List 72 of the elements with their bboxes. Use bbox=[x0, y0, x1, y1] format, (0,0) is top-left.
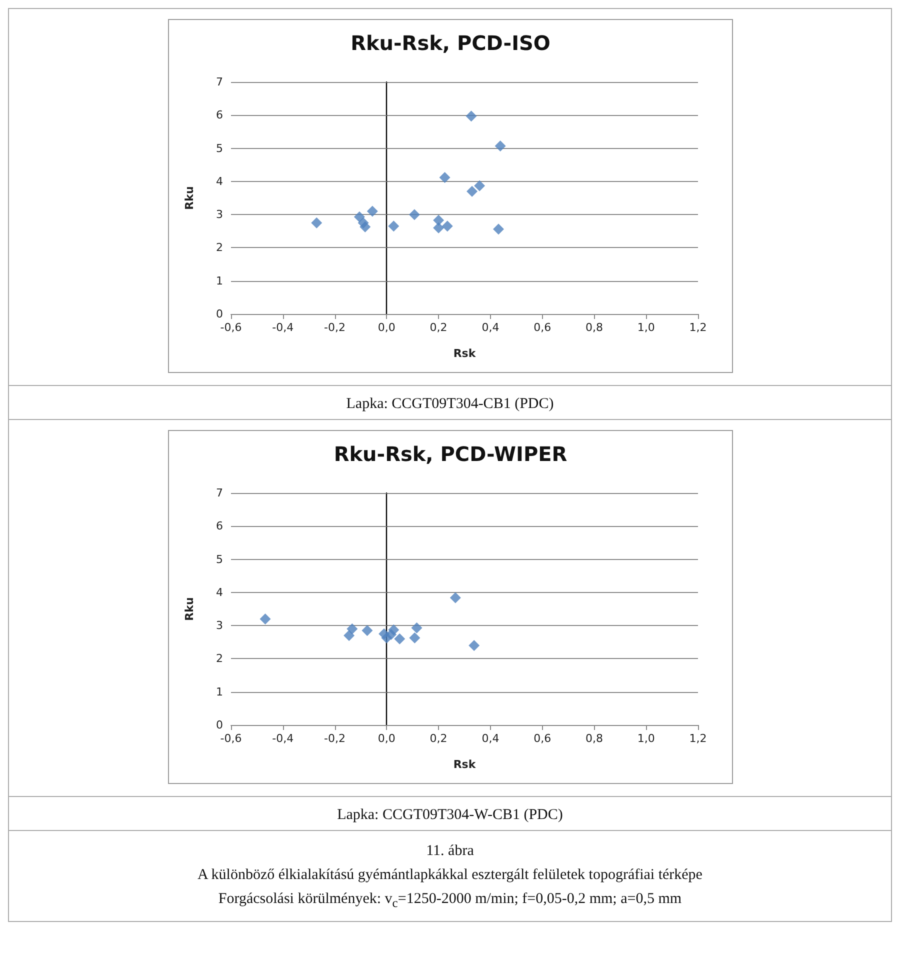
point bbox=[388, 624, 399, 636]
point bbox=[357, 217, 368, 228]
y-tick-label: 2 bbox=[216, 241, 222, 254]
point bbox=[259, 613, 270, 624]
text: Lapka: CCGT09T304-W-CB1 (PDC) bbox=[9, 797, 891, 831]
text: Forgácsolási körülmények: v$_{c}$=1250-2000 m/min; f=0,05-0,2 mm; a=0,5 mm bbox=[217, 890, 683, 912]
y-axis-title: Rku bbox=[182, 186, 196, 210]
point bbox=[408, 632, 420, 644]
text: A különböző élkialakítású gyémántlapkákkal esztergált felületek topográfiai térképe bbox=[196, 866, 704, 885]
text: 11. ábra bbox=[425, 842, 475, 861]
point bbox=[441, 220, 452, 232]
point bbox=[465, 110, 476, 122]
x-tick-label: 0,0 bbox=[377, 732, 395, 745]
point bbox=[449, 592, 460, 604]
x-axis-title: Rsk bbox=[452, 347, 476, 360]
x-tick-label: -0,6 bbox=[220, 732, 242, 745]
point bbox=[410, 622, 422, 634]
point bbox=[468, 640, 480, 651]
point bbox=[388, 220, 399, 232]
x-tick-label: 0,8 bbox=[584, 321, 602, 334]
x-tick-label: -0,2 bbox=[324, 732, 346, 745]
point bbox=[438, 172, 450, 183]
point bbox=[353, 211, 364, 222]
point bbox=[432, 222, 444, 234]
x-tick-label: 0,6 bbox=[533, 732, 551, 745]
x-tick-label: 0,8 bbox=[584, 732, 602, 745]
chart-title: Rku-Rsk, PCD-ISO bbox=[350, 31, 550, 55]
x-tick-label: 1,2 bbox=[688, 321, 706, 334]
text: Lapka: CCGT09T304-CB1 (PDC) bbox=[9, 386, 891, 420]
y-tick-label: 1 bbox=[216, 274, 222, 288]
y-tick-label: 4 bbox=[216, 586, 222, 599]
x-tick-label: 1,2 bbox=[688, 732, 706, 745]
y-tick-label: 6 bbox=[216, 108, 222, 122]
x-tick-label: 0,4 bbox=[481, 321, 499, 334]
point bbox=[492, 224, 504, 235]
y-tick-label: 3 bbox=[216, 619, 222, 632]
y-tick-label: 6 bbox=[216, 520, 222, 533]
point bbox=[346, 623, 358, 634]
x-tick-label: 0,6 bbox=[533, 321, 551, 334]
x-tick-label: 0,2 bbox=[429, 321, 447, 334]
x-tick-label: 0,2 bbox=[429, 732, 447, 745]
y-tick-label: 7 bbox=[216, 76, 222, 88]
point bbox=[394, 633, 405, 644]
y-tick-label: 4 bbox=[216, 174, 222, 188]
y-axis-title: Rku bbox=[182, 597, 196, 621]
x-tick-label: -0,6 bbox=[220, 321, 242, 334]
x-tick-label: -0,4 bbox=[272, 732, 294, 745]
x-tick-label: -0,2 bbox=[324, 321, 346, 334]
x-tick-label: 0,4 bbox=[481, 732, 499, 745]
point bbox=[310, 217, 322, 228]
point bbox=[343, 630, 354, 642]
point bbox=[494, 140, 506, 152]
x-tick-label: 1,0 bbox=[636, 321, 654, 334]
x-tick-label: -0,4 bbox=[272, 321, 294, 334]
y-tick-label: 2 bbox=[216, 652, 222, 666]
point bbox=[466, 186, 478, 197]
point bbox=[474, 180, 485, 192]
x-tick-label: 0,0 bbox=[377, 321, 395, 334]
y-tick-label: 0 bbox=[216, 308, 222, 320]
point bbox=[366, 206, 378, 217]
chart-title: Rku-Rsk, PCD-WIPER bbox=[333, 442, 567, 466]
point bbox=[432, 214, 444, 226]
point bbox=[408, 209, 420, 220]
y-tick-label: 5 bbox=[216, 552, 222, 566]
y-tick-label: 7 bbox=[216, 486, 222, 500]
y-tick-label: 3 bbox=[216, 208, 222, 222]
x-tick-label: 1,0 bbox=[636, 732, 654, 745]
y-tick-label: 0 bbox=[216, 718, 222, 732]
point bbox=[361, 625, 372, 636]
y-tick-label: 1 bbox=[216, 685, 222, 698]
x-axis-title: Rsk bbox=[452, 758, 476, 771]
y-tick-label: 5 bbox=[216, 142, 222, 155]
